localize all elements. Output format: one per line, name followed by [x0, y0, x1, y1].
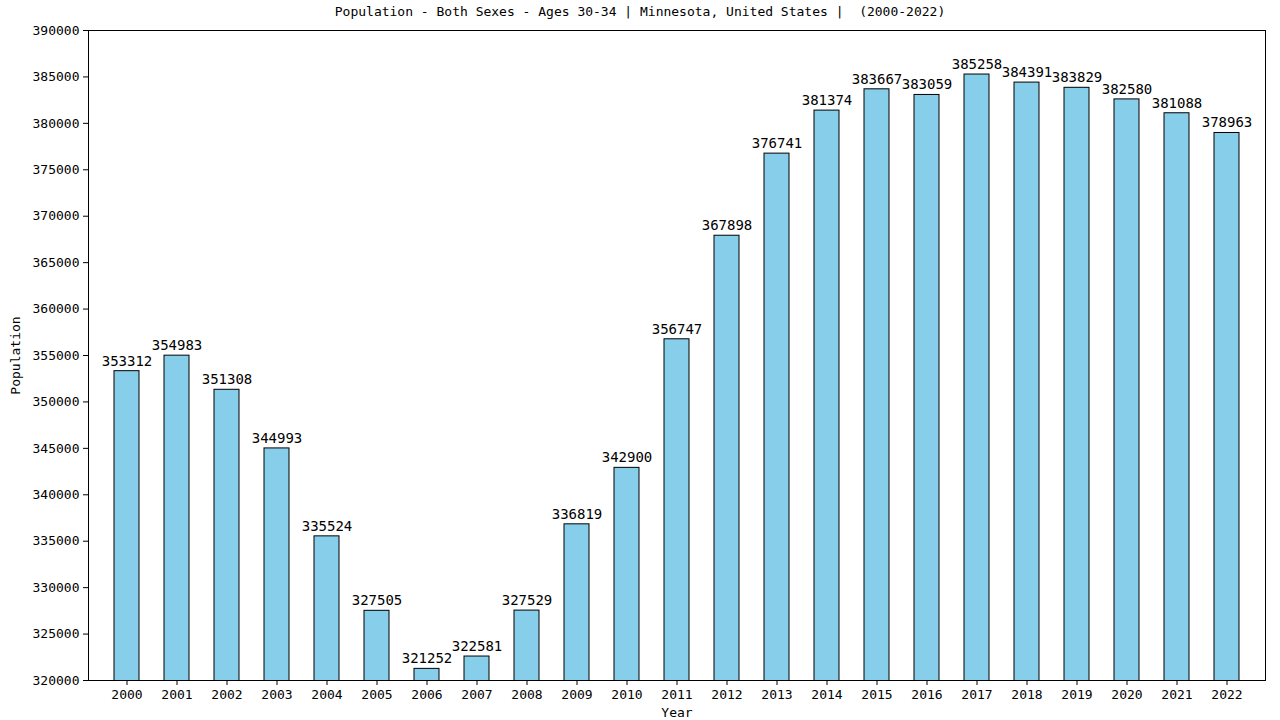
svg-text:2006: 2006 — [411, 687, 442, 702]
svg-text:385000: 385000 — [33, 69, 80, 84]
svg-text:342900: 342900 — [602, 449, 653, 465]
svg-text:353312: 353312 — [102, 353, 153, 369]
svg-text:344993: 344993 — [252, 430, 303, 446]
svg-text:335524: 335524 — [302, 518, 353, 534]
svg-text:Population: Population — [8, 316, 23, 394]
html-text:Population - Both Sexes - Ages: Population - Both Sexes - Ages 30-34 | M… — [334, 4, 946, 19]
svg-text:356747: 356747 — [652, 321, 703, 337]
svg-text:325000: 325000 — [33, 626, 80, 641]
svg-text:2009: 2009 — [561, 687, 592, 702]
svg-text:2013: 2013 — [761, 687, 792, 702]
svg-text:2018: 2018 — [1011, 687, 1042, 702]
svg-text:370000: 370000 — [33, 208, 80, 223]
svg-text:320000: 320000 — [33, 673, 80, 688]
svg-text:381374: 381374 — [802, 92, 853, 108]
svg-text:2011: 2011 — [661, 687, 692, 702]
svg-text:2015: 2015 — [861, 687, 892, 702]
svg-text:2007: 2007 — [461, 687, 492, 702]
svg-text:321252: 321252 — [402, 650, 453, 666]
svg-text:340000: 340000 — [33, 487, 80, 502]
svg-text:2004: 2004 — [311, 687, 342, 702]
svg-text:327505: 327505 — [352, 592, 403, 608]
svg-text:382580: 382580 — [1102, 81, 1153, 97]
svg-text:360000: 360000 — [33, 301, 80, 316]
svg-text:330000: 330000 — [33, 580, 80, 595]
svg-text:381088: 381088 — [1152, 95, 1203, 111]
svg-text:367898: 367898 — [702, 217, 753, 233]
svg-text:Year: Year — [661, 705, 692, 720]
svg-text:354983: 354983 — [152, 337, 203, 353]
svg-text:2005: 2005 — [361, 687, 392, 702]
svg-text:335000: 335000 — [33, 533, 80, 548]
svg-text:355000: 355000 — [33, 348, 80, 363]
svg-text:2021: 2021 — [1161, 687, 1192, 702]
svg-text:2001: 2001 — [161, 687, 192, 702]
svg-text:383667: 383667 — [852, 71, 903, 87]
svg-text:322581: 322581 — [452, 638, 503, 654]
svg-text:2016: 2016 — [911, 687, 942, 702]
svg-text:336819: 336819 — [552, 506, 603, 522]
svg-text:345000: 345000 — [33, 441, 80, 456]
svg-text:2014: 2014 — [811, 687, 842, 702]
svg-text:380000: 380000 — [33, 116, 80, 131]
svg-text:350000: 350000 — [33, 394, 80, 409]
svg-text:365000: 365000 — [33, 255, 80, 270]
svg-text:376741: 376741 — [752, 135, 803, 151]
svg-text:390000: 390000 — [33, 24, 80, 38]
svg-text:378963: 378963 — [1202, 114, 1253, 130]
svg-text:375000: 375000 — [33, 162, 80, 177]
svg-text:2008: 2008 — [511, 687, 542, 702]
svg-text:2012: 2012 — [711, 687, 742, 702]
svg-text:2002: 2002 — [211, 687, 242, 702]
svg-text:383059: 383059 — [902, 76, 953, 92]
svg-text:2019: 2019 — [1061, 687, 1092, 702]
svg-text:2020: 2020 — [1111, 687, 1142, 702]
svg-text:2022: 2022 — [1211, 687, 1242, 702]
svg-text:351308: 351308 — [202, 371, 253, 387]
svg-text:2017: 2017 — [961, 687, 992, 702]
svg-text:2003: 2003 — [261, 687, 292, 702]
svg-text:384391: 384391 — [1002, 64, 1053, 80]
svg-text:2000: 2000 — [111, 687, 142, 702]
svg-text:383829: 383829 — [1052, 69, 1103, 85]
svg-text:327529: 327529 — [502, 592, 553, 608]
svg-text:385258: 385258 — [952, 56, 1003, 72]
svg-text:2010: 2010 — [611, 687, 642, 702]
